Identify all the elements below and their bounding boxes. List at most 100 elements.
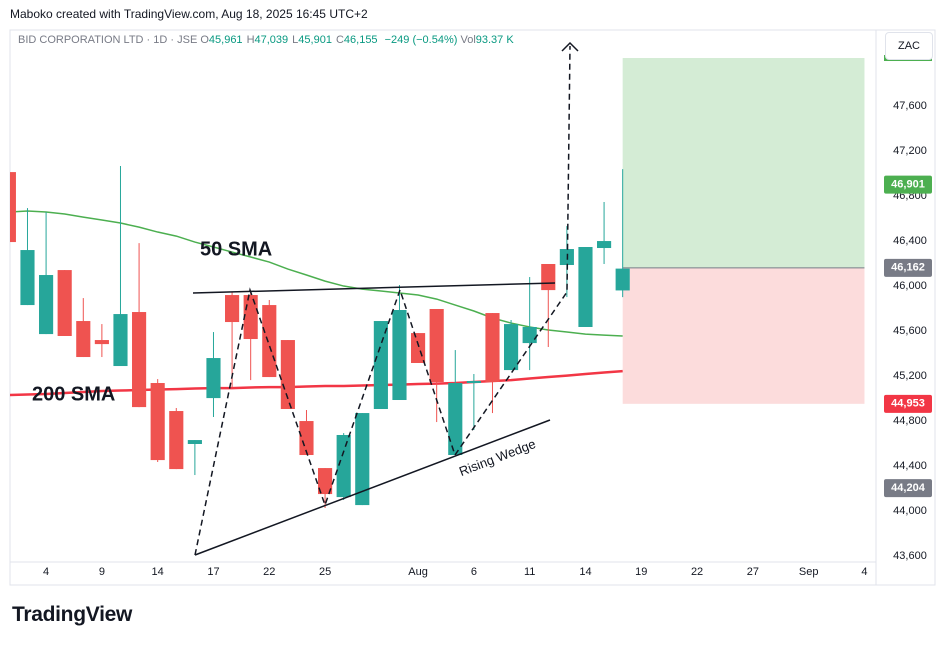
wedge-upper-line: [192, 282, 556, 294]
pane: [10, 58, 865, 509]
candle-body: [20, 250, 35, 306]
change: −249 (−0.54%): [384, 34, 458, 46]
position-profit: [622, 58, 865, 268]
y-tick-label: 45,600: [893, 325, 927, 337]
y-tick-label: 46,000: [893, 280, 927, 292]
candle-body: [355, 413, 370, 506]
ohlc-label: O: [200, 34, 209, 46]
candle-body: [94, 340, 109, 345]
candle-body: [411, 333, 426, 363]
candle-body: [373, 321, 388, 410]
position-loss: [622, 267, 865, 404]
ohlc-label: L: [292, 34, 299, 46]
candle-body: [504, 324, 519, 371]
candle-body: [541, 263, 556, 291]
candle-body: [336, 434, 351, 498]
x-tick-label: 27: [747, 566, 759, 578]
candle-body: [10, 172, 16, 243]
candle-body: [206, 358, 221, 399]
arrow-head: [561, 41, 579, 52]
candle-body: [39, 275, 54, 335]
ohlc: O45,961 H47,039 L45,901 C46,155: [200, 34, 381, 46]
candle-body: [429, 308, 444, 383]
candle-body: [597, 241, 612, 249]
x-tick-label: Sep: [799, 566, 819, 578]
x-tick-label: 14: [152, 566, 164, 578]
x-tick-label: Aug: [408, 566, 428, 578]
ohlc-item: L45,901: [292, 34, 336, 46]
x-tick-label: 11: [524, 566, 535, 578]
ohlc-label: C: [335, 34, 344, 46]
frame: [9, 29, 936, 586]
y-tick-label: 44,800: [893, 415, 927, 427]
sma-line: [10, 210, 623, 337]
ohlc-label: H: [246, 34, 255, 46]
brand-logo: TradingView: [12, 603, 133, 626]
price-badge: [884, 175, 932, 194]
volume-label: Vol: [460, 34, 476, 46]
candle-body: [299, 421, 314, 456]
price-badge-label: 44,953: [891, 398, 925, 410]
wedge-lower-line: [194, 419, 551, 556]
candle-body: [392, 310, 407, 401]
candle-body: [466, 380, 481, 384]
symbol-legend: BID CORPORATION LTD · 1D · JSE O45,961 H4…: [18, 34, 514, 46]
candle-body: [57, 270, 72, 336]
ohlc-value: 47,039: [254, 34, 289, 46]
annotation: Rising Wedge: [457, 436, 538, 479]
y-tick-label: 44,400: [893, 460, 927, 472]
y-tick-label: 43,600: [893, 550, 927, 562]
ohlc-item: O45,961: [200, 34, 246, 46]
drawings: [192, 41, 579, 556]
candle-body: [522, 326, 537, 344]
price-badge: [884, 258, 932, 277]
candle-body: [150, 383, 165, 461]
price-badge-label: 44,204: [891, 482, 926, 494]
candle-body: [262, 305, 277, 378]
candle-body: [187, 440, 202, 444]
candle-body: [318, 468, 333, 495]
candle-body: [243, 295, 258, 340]
projection-path: [194, 45, 571, 556]
candle-body: [113, 314, 128, 367]
candle-body: [225, 295, 240, 323]
credit: Maboko created with TradingView.com, Aug…: [10, 7, 368, 21]
x-tick-label: 25: [319, 566, 331, 578]
candle-body: [132, 312, 147, 408]
ohlc-item: C46,155: [336, 34, 382, 46]
y-tick-label: 47,600: [893, 100, 927, 112]
candle-body: [578, 247, 593, 327]
y-tick-label: 45,200: [893, 370, 927, 382]
price-badge: [884, 479, 932, 498]
x-tick-label: 22: [263, 566, 275, 578]
x-tick-label: 19: [635, 566, 647, 578]
sma-line: [10, 369, 623, 397]
x-tick-label: 22: [691, 566, 703, 578]
candle-body: [280, 340, 295, 410]
y-tick-label: 46,400: [893, 235, 927, 247]
x-tick-label: 6: [471, 566, 477, 578]
price-badge-label: 46,162: [891, 262, 925, 274]
currency-button[interactable]: ZAC: [885, 32, 933, 60]
ohlc-value: 46,155: [343, 34, 378, 46]
ohlc-item: H47,039: [247, 34, 293, 46]
candle-body: [76, 321, 91, 358]
x-tick-label: 9: [99, 566, 105, 578]
x-tick-label: 4: [861, 566, 867, 578]
ohlc-value: 45,901: [298, 34, 332, 46]
annotation: 200 SMA: [32, 383, 115, 405]
candle-body: [448, 383, 463, 456]
candle-body: [615, 268, 630, 291]
price-badge-label: 46,901: [891, 179, 925, 191]
ohlc-value: 45,961: [208, 34, 243, 46]
annotation: 50 SMA: [200, 238, 272, 260]
y-tick-label: 44,000: [893, 505, 927, 517]
symbol: BID CORPORATION LTD · 1D · JSE: [18, 34, 198, 46]
x-tick-label: 17: [207, 566, 219, 578]
volume: 93.37 K: [475, 34, 514, 46]
y-tick-label: 47,200: [893, 145, 927, 157]
price-badge: [884, 394, 932, 413]
x-tick-label: 4: [43, 566, 49, 578]
